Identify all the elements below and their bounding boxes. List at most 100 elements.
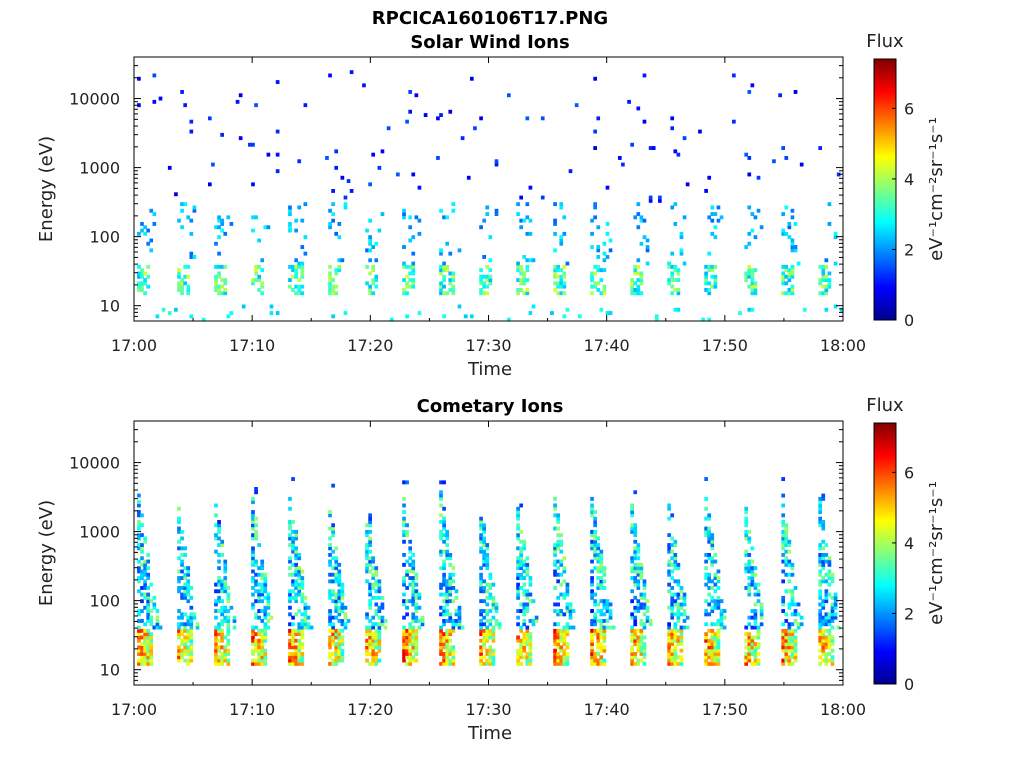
spectrogram-cell (337, 589, 342, 594)
spectrogram-cell (713, 264, 718, 269)
spectrogram-cell (485, 652, 490, 656)
spectrogram-cell (183, 546, 187, 551)
spectrogram-cell (824, 655, 829, 660)
spectrogram-cell (568, 615, 573, 620)
spectrogram-cell (343, 615, 348, 620)
spectrogram-cell (710, 579, 715, 584)
spectrogram-cell (636, 635, 641, 640)
spectrogram-cell (439, 553, 443, 557)
spectrogram-cell (830, 638, 835, 643)
spectrogram-cell (525, 595, 530, 600)
spectrogram-cell (402, 658, 406, 663)
spectrogram-cell (442, 520, 446, 524)
spectrogram-cell (818, 278, 823, 282)
spectrogram-cell (186, 615, 191, 620)
spectrogram-cell (331, 642, 335, 646)
spectrogram-cell (414, 638, 419, 643)
spectrogram-cell (405, 648, 409, 653)
spectrogram-cell (519, 562, 524, 567)
spectrogram-cell (636, 645, 641, 650)
spectrogram-cell (177, 520, 181, 524)
spectrogram-cell (636, 278, 641, 282)
spectrogram-cell (417, 311, 422, 315)
spectrogram-cell (368, 632, 372, 637)
spectrogram-cell (297, 556, 302, 561)
spectrogram-cell (636, 609, 641, 613)
spectrogram-cell (257, 595, 261, 600)
spectrogram-cell (824, 638, 829, 643)
spectrogram-cell (654, 314, 659, 319)
spectrogram-cell (630, 503, 634, 508)
spectrogram-cell (439, 536, 443, 541)
spectrogram-cell (260, 599, 265, 604)
spectrogram-cell (824, 559, 829, 564)
spectrogram-cell (479, 619, 483, 623)
spectrogram-cell (667, 648, 671, 653)
spectrogram-cell (288, 284, 292, 289)
spectrogram-cell (824, 612, 829, 617)
spectrogram-cell (140, 619, 144, 623)
spectrogram-cell (599, 645, 604, 650)
spectrogram-cell (445, 638, 450, 643)
spectrogram-cell (787, 572, 792, 577)
spectrogram-cell (377, 615, 382, 620)
colorbar-unit: eV⁻¹cm⁻²sr⁻¹s⁻¹ (926, 117, 947, 261)
spectrogram-cell (676, 602, 681, 607)
spectrogram-cell (331, 284, 335, 289)
spectrogram-cell (559, 592, 564, 597)
spectrogram-cell (639, 648, 644, 653)
spectrogram-cell (479, 116, 483, 121)
spectrogram-cell (180, 278, 184, 282)
spectrogram-cell (670, 274, 675, 279)
spectrogram-cell (331, 572, 335, 577)
spectrogram-cell (781, 503, 786, 508)
spectrogram-cell (636, 572, 641, 577)
spectrogram-cell (371, 661, 376, 666)
spectrogram-cell (251, 215, 255, 220)
spectrogram-cell (781, 546, 786, 551)
spectrogram-cell (679, 602, 684, 607)
spectrogram-cell (251, 520, 255, 524)
spectrogram-cell (448, 645, 453, 650)
spectrogram-cell (667, 635, 671, 640)
spectrogram-cell (648, 198, 653, 203)
spectrogram-cell (479, 652, 483, 656)
spectrogram-cell (368, 258, 372, 263)
spectrogram-cell (254, 562, 258, 567)
spectrogram-cell (371, 572, 376, 577)
spectrogram-cell (553, 622, 557, 627)
spectrogram-cell (608, 311, 613, 315)
spectrogram-cell (445, 264, 450, 269)
spectrogram-cell (707, 628, 712, 633)
spectrogram-cell (340, 638, 345, 643)
spectrogram-cell (565, 622, 570, 627)
spectrogram-cell (633, 661, 638, 666)
spectrogram-cell (818, 146, 823, 150)
spectrogram-cell (522, 539, 527, 544)
spectrogram-cell (747, 559, 752, 564)
spectrogram-cell (744, 562, 749, 567)
spectrogram-cell (830, 605, 835, 610)
spectrogram-cell (442, 284, 446, 289)
spectrogram-cell (405, 281, 409, 286)
spectrogram-cell (756, 632, 761, 637)
spectrogram-cell (177, 635, 181, 640)
spectrogram-cell (522, 274, 527, 279)
spectrogram-cell (830, 619, 835, 623)
spectrogram-cell (331, 638, 335, 643)
spectrogram-cell (636, 556, 641, 561)
spectrogram-cell (374, 652, 379, 656)
spectrogram-cell (183, 658, 187, 663)
spectrogram-cell (559, 268, 564, 273)
spectrogram-cell (516, 278, 520, 282)
spectrogram-cell (713, 655, 718, 660)
spectrogram-cell (380, 212, 385, 216)
spectrogram-cell (343, 625, 348, 630)
spectrogram-cell (226, 638, 231, 643)
spectrogram-cell (337, 642, 342, 646)
spectrogram-cell (217, 589, 221, 594)
spectrogram-cell (608, 609, 613, 613)
spectrogram-cell (482, 218, 487, 223)
spectrogram-cell (442, 480, 446, 485)
spectrogram-cell (673, 661, 678, 666)
